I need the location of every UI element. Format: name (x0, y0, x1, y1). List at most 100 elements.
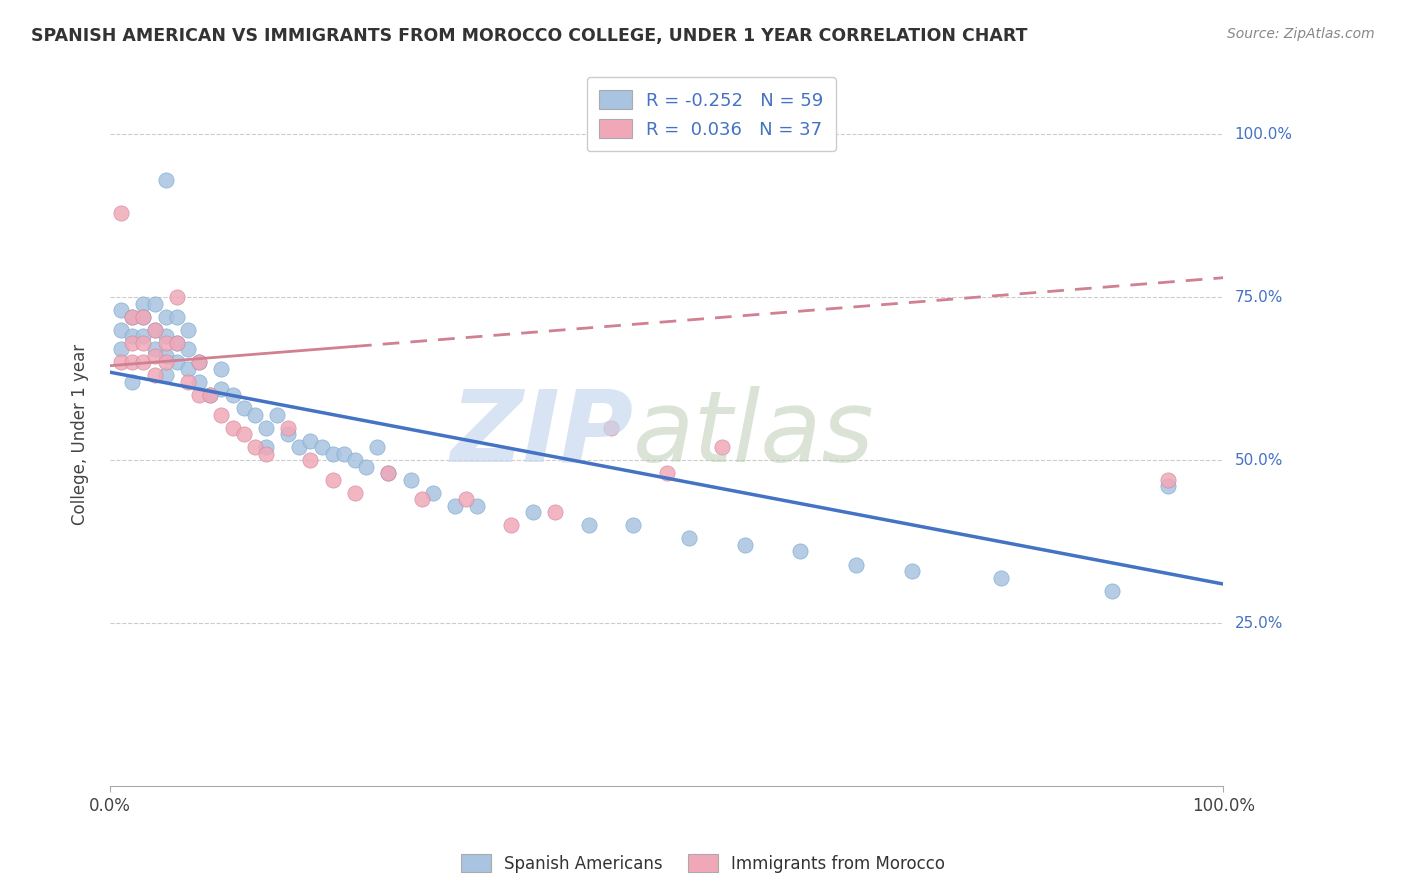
Point (277, 420, 299, 434)
Point (444, 499, 467, 513)
Point (254, 420, 277, 434)
Point (711, 440, 734, 454)
Text: 100.0%: 100.0% (1234, 127, 1292, 142)
Point (143, 323, 166, 337)
Point (132, 355, 155, 369)
Point (110, 343, 132, 357)
Point (155, 368, 177, 383)
Point (166, 290, 188, 304)
Point (621, 518, 644, 533)
Point (322, 473, 344, 487)
Point (121, 329, 143, 343)
Point (110, 323, 132, 337)
Point (121, 310, 143, 324)
Point (254, 440, 277, 454)
Point (354, 459, 377, 474)
Point (121, 355, 143, 369)
Point (311, 440, 333, 454)
Point (344, 485, 367, 500)
Point (266, 408, 288, 422)
Point (900, 564, 922, 578)
Point (200, 388, 222, 402)
Point (232, 427, 254, 442)
Text: ZIP: ZIP (450, 385, 633, 483)
Point (789, 544, 811, 558)
Point (188, 375, 211, 389)
Text: 25.0%: 25.0% (1234, 615, 1282, 631)
Point (544, 505, 567, 519)
Point (188, 355, 211, 369)
Point (121, 310, 143, 324)
Point (277, 427, 299, 442)
Point (143, 349, 166, 363)
Point (166, 355, 188, 369)
Point (366, 440, 388, 454)
Point (177, 323, 200, 337)
Point (209, 382, 232, 396)
Point (578, 518, 600, 533)
Point (288, 440, 311, 454)
Point (734, 538, 756, 552)
Point (110, 205, 132, 219)
Point (467, 499, 489, 513)
Point (121, 375, 143, 389)
Point (456, 492, 478, 507)
Point (1101, 583, 1123, 598)
Point (377, 467, 399, 481)
Point (132, 310, 155, 324)
Point (143, 297, 166, 311)
Point (377, 467, 399, 481)
Point (155, 335, 177, 350)
Point (333, 447, 356, 461)
Point (132, 335, 155, 350)
Point (155, 310, 177, 324)
Point (655, 467, 678, 481)
Text: 75.0%: 75.0% (1234, 290, 1282, 305)
Point (845, 558, 868, 572)
Point (422, 485, 444, 500)
Point (522, 505, 544, 519)
Point (678, 532, 700, 546)
Point (221, 388, 243, 402)
Point (121, 335, 143, 350)
Y-axis label: College, Under 1 year: College, Under 1 year (72, 343, 89, 524)
Point (132, 297, 155, 311)
Point (166, 335, 188, 350)
Point (411, 492, 433, 507)
Point (177, 362, 200, 376)
Point (143, 323, 166, 337)
Point (143, 368, 166, 383)
Point (155, 349, 177, 363)
Point (499, 518, 522, 533)
Point (344, 453, 367, 467)
Point (166, 335, 188, 350)
Point (155, 329, 177, 343)
Point (188, 388, 211, 402)
Point (155, 355, 177, 369)
Point (110, 355, 132, 369)
Text: Source: ZipAtlas.com: Source: ZipAtlas.com (1227, 27, 1375, 41)
Point (299, 434, 322, 448)
Point (243, 408, 266, 422)
Point (1157, 473, 1180, 487)
Point (155, 173, 177, 187)
Point (177, 375, 200, 389)
Point (209, 408, 232, 422)
Point (209, 362, 232, 376)
Point (299, 453, 322, 467)
Text: 50.0%: 50.0% (1234, 453, 1282, 467)
Point (132, 329, 155, 343)
Point (132, 310, 155, 324)
Text: atlas: atlas (633, 385, 875, 483)
Point (200, 388, 222, 402)
Point (143, 343, 166, 357)
Point (188, 355, 211, 369)
Legend: R = -0.252   N = 59, R =  0.036   N = 37: R = -0.252 N = 59, R = 0.036 N = 37 (586, 77, 837, 151)
Point (399, 473, 422, 487)
Point (322, 447, 344, 461)
Text: SPANISH AMERICAN VS IMMIGRANTS FROM MOROCCO COLLEGE, UNDER 1 YEAR CORRELATION CH: SPANISH AMERICAN VS IMMIGRANTS FROM MORO… (31, 27, 1028, 45)
Point (166, 310, 188, 324)
Point (243, 440, 266, 454)
Point (600, 420, 623, 434)
Legend: Spanish Americans, Immigrants from Morocco: Spanish Americans, Immigrants from Moroc… (454, 847, 952, 880)
